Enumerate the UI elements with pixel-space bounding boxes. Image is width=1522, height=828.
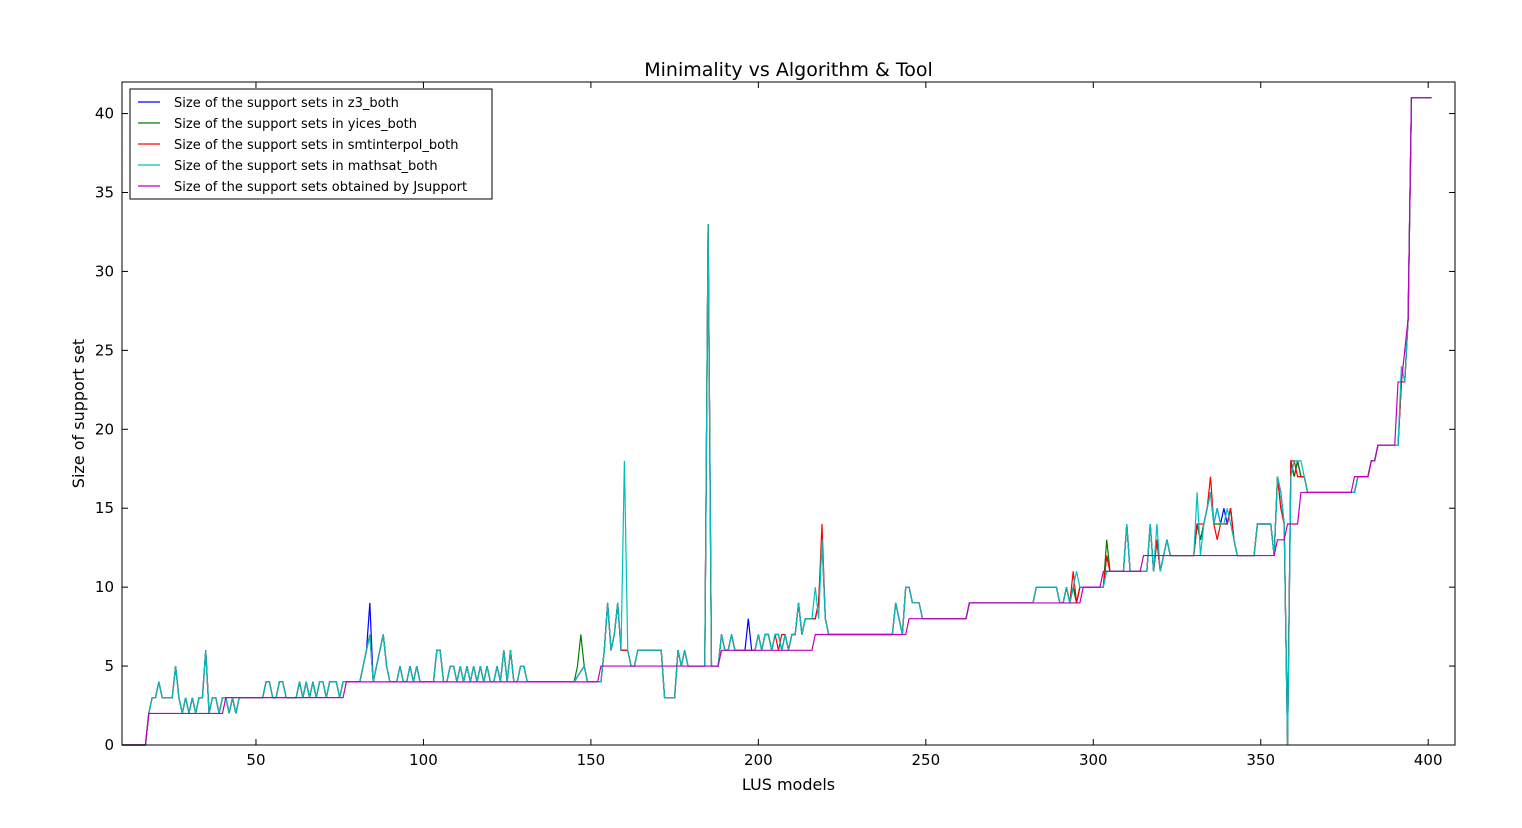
plot-frame [121, 81, 1456, 746]
legend-label: Size of the support sets obtained by Jsu… [174, 180, 467, 195]
x-tick-label: 50 [246, 751, 265, 769]
series-line-5 [122, 97, 1432, 746]
x-tick-label: 100 [409, 751, 438, 769]
series-layer [122, 97, 1432, 746]
y-tick-label: 40 [95, 105, 114, 123]
y-tick-label: 10 [95, 578, 114, 596]
x-tick-label: 200 [744, 751, 773, 769]
legend-label: Size of the support sets in z3_both [174, 96, 399, 111]
y-tick-label: 0 [104, 736, 114, 754]
legend-box [129, 88, 493, 200]
y-axis-title: Size of support set [69, 339, 88, 488]
y-tick-label: 20 [95, 420, 114, 438]
x-tick-label: 350 [1246, 751, 1275, 769]
y-tick-label: 15 [95, 499, 114, 517]
x-axis-title: LUS models [742, 775, 835, 794]
x-tick-label: 150 [577, 751, 606, 769]
legend-label: Size of the support sets in yices_both [174, 117, 417, 132]
ticks-layer: 50 100 150 200 250 300 350 400 0 5 10 15 20 25 30 35 40 [95, 82, 1455, 769]
x-tick-label: 300 [1079, 751, 1108, 769]
legend-label: Size of the support sets in smtinterpol_… [174, 138, 458, 153]
y-tick-label: 5 [104, 657, 114, 675]
y-tick-label: 35 [95, 184, 114, 202]
y-tick-label: 25 [95, 341, 114, 359]
x-tick-label: 400 [1414, 751, 1443, 769]
legend-label: Size of the support sets in mathsat_both [174, 159, 438, 174]
y-tick-label: 30 [95, 262, 114, 280]
chart-title: Minimality vs Algorithm & Tool [644, 59, 932, 81]
x-tick-label: 250 [911, 751, 940, 769]
legend: Size of the support sets in z3_both Size … [129, 88, 493, 200]
